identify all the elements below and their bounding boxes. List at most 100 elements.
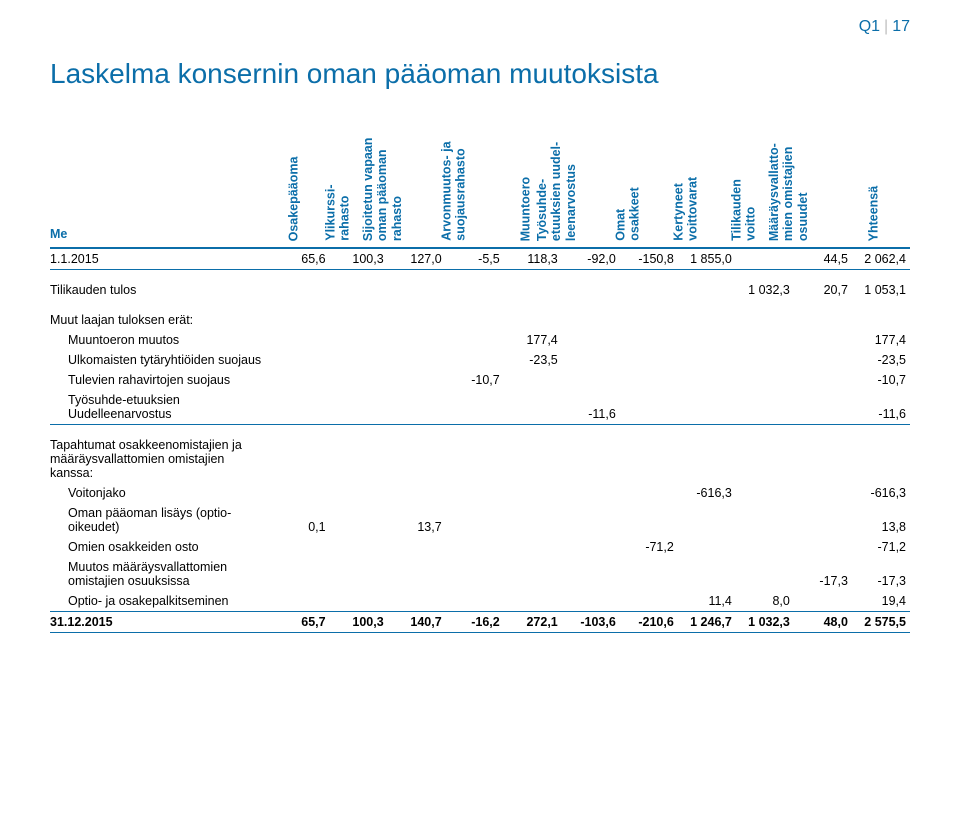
page-index: 17 (892, 18, 910, 35)
cell (678, 435, 736, 483)
cell (736, 557, 794, 591)
table-row: Työsuhde-etuuksien Uudelleenarvostus-11,… (50, 390, 910, 424)
cell: 0,1 (272, 503, 330, 537)
cell (562, 483, 620, 503)
cell (620, 503, 678, 537)
cell (388, 330, 446, 350)
cell (504, 390, 562, 424)
cell (678, 330, 736, 350)
cell (562, 435, 620, 483)
cell (562, 537, 620, 557)
table-row: Muut laajan tuloksen erät: (50, 310, 910, 330)
cell (794, 310, 852, 330)
cell (446, 557, 504, 591)
cell (330, 280, 388, 300)
cell (678, 503, 736, 537)
table-row (50, 300, 910, 310)
row-label: Omien osakkeiden osto (50, 537, 272, 557)
cell (678, 370, 736, 390)
table-row: Voitonjako -616,3 -616,3 (50, 483, 910, 503)
cell (736, 330, 794, 350)
cell (794, 330, 852, 350)
row-label: Oman pääoman lisäys (optio-oikeudet) (50, 503, 272, 537)
cell (446, 435, 504, 483)
cell (620, 370, 678, 390)
cell (272, 483, 330, 503)
cell (620, 435, 678, 483)
cell: -71,2 (620, 537, 678, 557)
row-label: Voitonjako (50, 483, 272, 503)
cell (388, 350, 446, 370)
cell (678, 350, 736, 370)
cell (736, 350, 794, 370)
cell (620, 350, 678, 370)
cell (736, 248, 794, 270)
cell (852, 435, 910, 483)
equity-table: Me OsakepääomaYlikurssi-rahastoSijoitetu… (50, 118, 910, 633)
table-row: Muuntoeron muutos177,4177,4 (50, 330, 910, 350)
cell (678, 390, 736, 424)
table-row: Tulevien rahavirtojen suojaus-10,7-10,7 (50, 370, 910, 390)
cell (736, 503, 794, 537)
cell (388, 537, 446, 557)
table-row: Omien osakkeiden osto-71,2-71,2 (50, 537, 910, 557)
cell (446, 537, 504, 557)
cell: -616,3 (678, 483, 736, 503)
cell: 48,0 (794, 612, 852, 633)
col-header-5: Työsuhde-etuuksien uudel-leenarvostus (562, 118, 620, 248)
cell (678, 310, 736, 330)
cell: 13,7 (388, 503, 446, 537)
cell: 177,4 (504, 330, 562, 350)
cell: 2 062,4 (852, 248, 910, 270)
row-label: Tapahtumat osakkeenomistajien ja määräys… (50, 435, 272, 483)
row-label: Tulevien rahavirtojen suojaus (50, 370, 272, 390)
cell (736, 537, 794, 557)
cell (678, 537, 736, 557)
cell (678, 280, 736, 300)
cell (388, 370, 446, 390)
cell (794, 435, 852, 483)
cell: 140,7 (388, 612, 446, 633)
cell (620, 557, 678, 591)
cell: -11,6 (852, 390, 910, 424)
col-header-0: Osakepääoma (272, 118, 330, 248)
row-label: Ulkomaisten tytäryhtiöiden suojaus (50, 350, 272, 370)
cell (794, 350, 852, 370)
cell: 272,1 (504, 612, 562, 633)
row-label: Muuntoeron muutos (50, 330, 272, 350)
table-row: 31.12.201565,7100,3140,7-16,2272,1-103,6… (50, 612, 910, 633)
cell: 1 032,3 (736, 280, 794, 300)
cell (272, 537, 330, 557)
table-row: Muutos määräysvallattomien omistajien os… (50, 557, 910, 591)
cell (562, 591, 620, 612)
page: Q1|17 Laskelma konsernin oman pääoman mu… (0, 0, 960, 815)
cell (330, 310, 388, 330)
cell: 13,8 (852, 503, 910, 537)
cell (388, 435, 446, 483)
cell (388, 591, 446, 612)
cell: -210,6 (620, 612, 678, 633)
page-sep: | (884, 18, 888, 35)
row-label: Muut laajan tuloksen erät: (50, 310, 272, 330)
row-label: Muutos määräysvallattomien omistajien os… (50, 557, 272, 591)
cell: -16,2 (446, 612, 504, 633)
cell (504, 503, 562, 537)
page-number: Q1|17 (859, 18, 910, 36)
cell (446, 503, 504, 537)
cell (562, 310, 620, 330)
cell: -616,3 (852, 483, 910, 503)
table-body: 1.1.201565,6100,3127,0-5,5118,3-92,0-150… (50, 248, 910, 633)
cell: -150,8 (620, 248, 678, 270)
cell (272, 310, 330, 330)
cell: 127,0 (388, 248, 446, 270)
cell (446, 483, 504, 503)
page-title: Laskelma konsernin oman pääoman muutoksi… (50, 58, 910, 90)
col-header-6: Omatosakkeet (620, 118, 678, 248)
cell (330, 330, 388, 350)
cell (330, 557, 388, 591)
cell (620, 330, 678, 350)
cell: 8,0 (736, 591, 794, 612)
cell (504, 591, 562, 612)
cell (562, 503, 620, 537)
cell (446, 310, 504, 330)
